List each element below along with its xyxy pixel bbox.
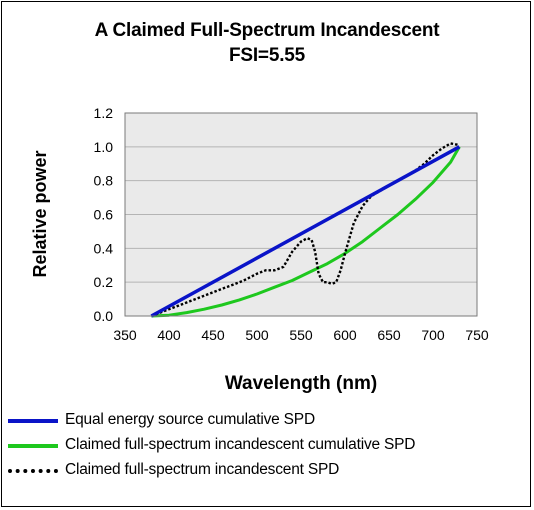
x-tick-label: 450 <box>201 327 225 343</box>
x-tick-label: 600 <box>333 327 357 343</box>
series-layer <box>150 142 461 318</box>
x-tick-label: 550 <box>289 327 313 343</box>
legend-swatch-blue <box>8 419 58 423</box>
chart-title: A Claimed Full-Spectrum Incandescent <box>94 20 440 41</box>
legend-label: Equal energy source cumulative SPD <box>65 411 315 428</box>
grid-lines <box>125 146 477 283</box>
legend-swatch-dotted <box>8 469 58 473</box>
y-tick-label: 0.2 <box>94 274 114 290</box>
y-tick-label: 0.0 <box>94 308 114 324</box>
x-tick-label: 500 <box>245 327 269 343</box>
y-axis-label: Relative power <box>30 150 50 277</box>
x-tick-label: 750 <box>465 327 489 343</box>
legend-label: Claimed full-spectrum incandescent SPD <box>65 461 340 478</box>
y-tick-label: 1.0 <box>94 139 114 155</box>
chart-subtitle: FSI=5.55 <box>228 45 306 66</box>
y-tick-label: 1.2 <box>94 105 114 121</box>
series-line-0 <box>150 145 461 318</box>
legend-item-claimed-spd: Claimed full-spectrum incandescent SPD <box>8 460 533 482</box>
x-tick-label: 700 <box>421 327 445 343</box>
y-tick-label: 0.4 <box>94 240 114 256</box>
legend-item-equal-energy: Equal energy source cumulative SPD <box>8 410 533 432</box>
plot-area: 350 400 450 500 550 600 650 700 750 0.0 0.2 0.4 0.6… <box>30 105 489 394</box>
y-tick-label: 0.8 <box>94 173 114 189</box>
y-axis: 0.0 0.2 0.4 0.6 0.8 1.0 1.2 <box>94 105 114 324</box>
x-tick-label: 350 <box>113 327 137 343</box>
x-tick-label: 400 <box>157 327 181 343</box>
series-line-1 <box>151 146 461 318</box>
legend-label: Claimed full-spectrum incandescent cumul… <box>65 436 416 453</box>
x-axis-label: Wavelength (nm) <box>225 373 377 394</box>
legend-item-claimed-cumulative: Claimed full-spectrum incandescent cumul… <box>8 435 533 457</box>
x-axis: 350 400 450 500 550 600 650 700 750 <box>113 327 489 343</box>
x-tick-label: 650 <box>377 327 401 343</box>
legend-swatch-green <box>8 444 58 448</box>
plot-border <box>124 112 478 317</box>
y-tick-label: 0.6 <box>94 207 114 223</box>
